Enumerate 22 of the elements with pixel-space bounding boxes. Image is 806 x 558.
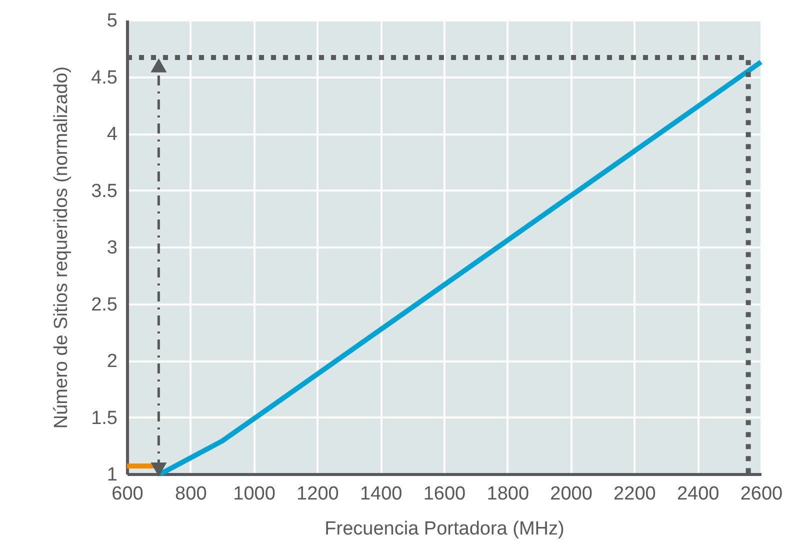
x-tick-label: 2000 <box>550 484 592 504</box>
x-tick-label: 600 <box>112 484 144 504</box>
x-tick-label: 2200 <box>614 484 656 504</box>
x-axis-title: Frecuencia Portadora (MHz) <box>324 518 564 540</box>
y-tick-label: 1.5 <box>91 408 118 429</box>
y-tick-label: 2 <box>106 351 118 372</box>
y-tick-label: 4.5 <box>91 67 118 88</box>
y-tick-label: 2.5 <box>91 294 118 316</box>
x-tick-label: 1400 <box>360 484 402 504</box>
y-axis-title: Número de Sitios requeridos (normalizado) <box>51 66 72 429</box>
x-tick-label: 2400 <box>676 484 720 504</box>
y-tick-label: 3 <box>106 238 118 258</box>
x-tick-label: 1800 <box>486 484 530 504</box>
x-tick-label: 1000 <box>233 484 276 504</box>
y-tick-label: 1 <box>106 464 118 486</box>
x-tick-label: 1200 <box>296 484 339 504</box>
y-tick-label: 4 <box>106 124 118 145</box>
x-tick-label: 2600 <box>740 484 783 504</box>
y-tick-label: 3.5 <box>91 180 118 202</box>
x-tick-label: 800 <box>175 484 207 504</box>
x-tick-label: 1600 <box>423 484 466 504</box>
y-tick-label: 5 <box>106 10 118 32</box>
